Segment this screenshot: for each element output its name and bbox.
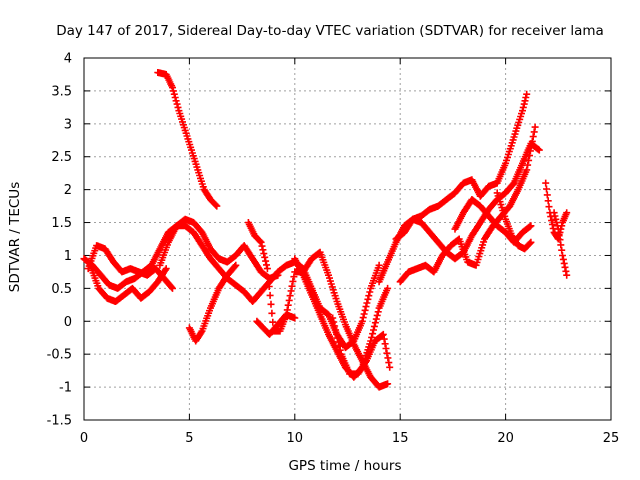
x-tick-label: 20 bbox=[497, 431, 514, 446]
x-tick-label: 0 bbox=[80, 431, 88, 446]
y-tick-label: 3.5 bbox=[51, 84, 72, 99]
series-arc-17 bbox=[550, 209, 571, 279]
y-tick-label: 0 bbox=[64, 315, 72, 330]
y-tick-label: 1 bbox=[64, 249, 72, 264]
series-arc-3 bbox=[86, 261, 170, 305]
data-point-marker bbox=[86, 261, 170, 305]
series-arc-5 bbox=[156, 215, 282, 282]
y-tick-label: -1.5 bbox=[47, 414, 72, 429]
data-point-marker bbox=[493, 189, 535, 253]
y-tick-label: 2.5 bbox=[51, 150, 72, 165]
data-point-marker bbox=[329, 314, 394, 378]
x-tick-label: 15 bbox=[392, 431, 409, 446]
data-point-marker bbox=[154, 69, 221, 210]
axis-ticks: 0 5 10 15 20 25 -1.5 -1 -0.5 0 0.5 1 1.5 2 2.5 3 3.5 4 bbox=[47, 52, 620, 447]
data-point-marker bbox=[185, 261, 240, 345]
y-tick-label: 3 bbox=[64, 117, 72, 132]
chart-title: Day 147 of 2017, Sidereal Day-to-day VTE… bbox=[56, 23, 604, 39]
series-arc-15 bbox=[493, 189, 535, 253]
y-tick-label: 0.5 bbox=[51, 282, 72, 297]
series-arc-13 bbox=[396, 123, 539, 286]
x-tick-label: 5 bbox=[185, 431, 193, 446]
y-axis-label: SDTVAR / TECUs bbox=[7, 182, 23, 292]
data-point-marker bbox=[396, 123, 539, 286]
y-tick-label: -0.5 bbox=[47, 348, 72, 363]
y-tick-label: 4 bbox=[64, 52, 72, 67]
data-point-marker bbox=[542, 179, 571, 243]
x-tick-label: 25 bbox=[603, 431, 620, 446]
x-tick-label: 10 bbox=[287, 431, 304, 446]
series-arc-4 bbox=[154, 69, 221, 210]
data-series bbox=[80, 69, 571, 391]
y-tick-label: -1 bbox=[59, 381, 72, 396]
data-point-marker bbox=[156, 215, 282, 282]
data-point-marker bbox=[392, 140, 543, 263]
series-arc-6 bbox=[185, 261, 240, 345]
series-arc-10 bbox=[329, 314, 394, 378]
y-tick-label: 2 bbox=[64, 183, 72, 198]
x-axis-label: GPS time / hours bbox=[288, 458, 401, 474]
series-arc-16 bbox=[542, 179, 571, 243]
plot-area-frame bbox=[83, 57, 612, 421]
y-tick-label: 1.5 bbox=[51, 216, 72, 231]
series-arc-12 bbox=[392, 140, 543, 263]
data-point-marker bbox=[550, 209, 571, 279]
